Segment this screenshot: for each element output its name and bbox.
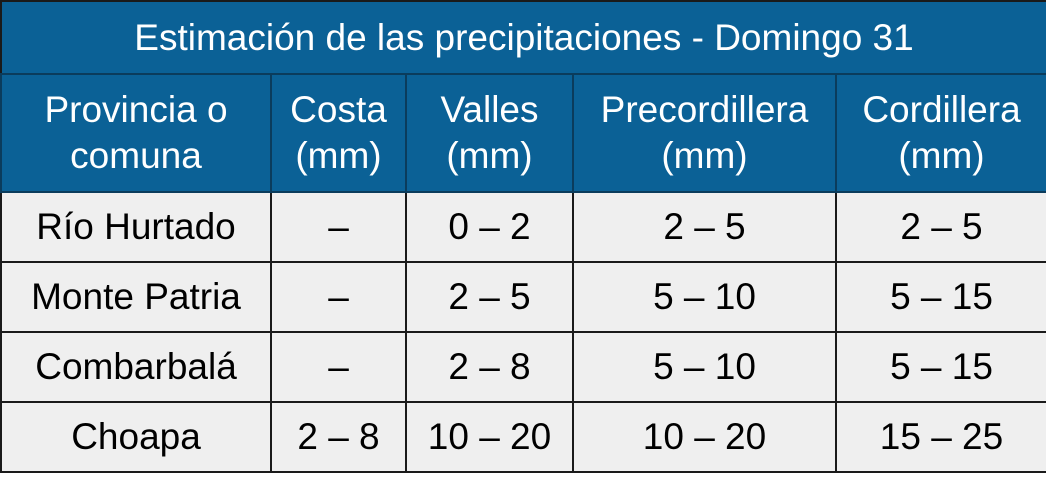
cell: – xyxy=(270,191,407,263)
cell: – xyxy=(270,331,407,403)
column-header: Precordillera (mm) xyxy=(572,73,837,193)
row-label: Monte Patria xyxy=(0,261,272,333)
cell: 5 – 15 xyxy=(835,331,1046,403)
table-title: Estimación de las precipitaciones - Domi… xyxy=(0,0,1046,75)
cell: 2 – 5 xyxy=(835,191,1046,263)
precip-table: Estimación de las precipitaciones - Domi… xyxy=(0,0,1046,473)
cell: 10 – 20 xyxy=(572,401,837,473)
cell: 2 – 8 xyxy=(270,401,407,473)
row-label: Choapa xyxy=(0,401,272,473)
cell: 5 – 10 xyxy=(572,261,837,333)
cell: 0 – 2 xyxy=(405,191,574,263)
title-row: Estimación de las precipitaciones - Domi… xyxy=(0,0,1046,75)
cell: 2 – 8 xyxy=(405,331,574,403)
cell: 10 – 20 xyxy=(405,401,574,473)
row-label: Río Hurtado xyxy=(0,191,272,263)
column-header: Provincia o comuna xyxy=(0,73,272,193)
table-row: Choapa 2 – 8 10 – 20 10 – 20 15 – 25 xyxy=(0,401,1046,473)
cell: 2 – 5 xyxy=(405,261,574,333)
cell: – xyxy=(270,261,407,333)
header-row: Provincia o comuna Costa (mm) Valles (mm… xyxy=(0,73,1046,193)
column-header: Cordillera (mm) xyxy=(835,73,1046,193)
column-header: Costa (mm) xyxy=(270,73,407,193)
column-header: Valles (mm) xyxy=(405,73,574,193)
cell: 2 – 5 xyxy=(572,191,837,263)
cell: 15 – 25 xyxy=(835,401,1046,473)
row-label: Combarbalá xyxy=(0,331,272,403)
cell: 5 – 15 xyxy=(835,261,1046,333)
cell: 5 – 10 xyxy=(572,331,837,403)
